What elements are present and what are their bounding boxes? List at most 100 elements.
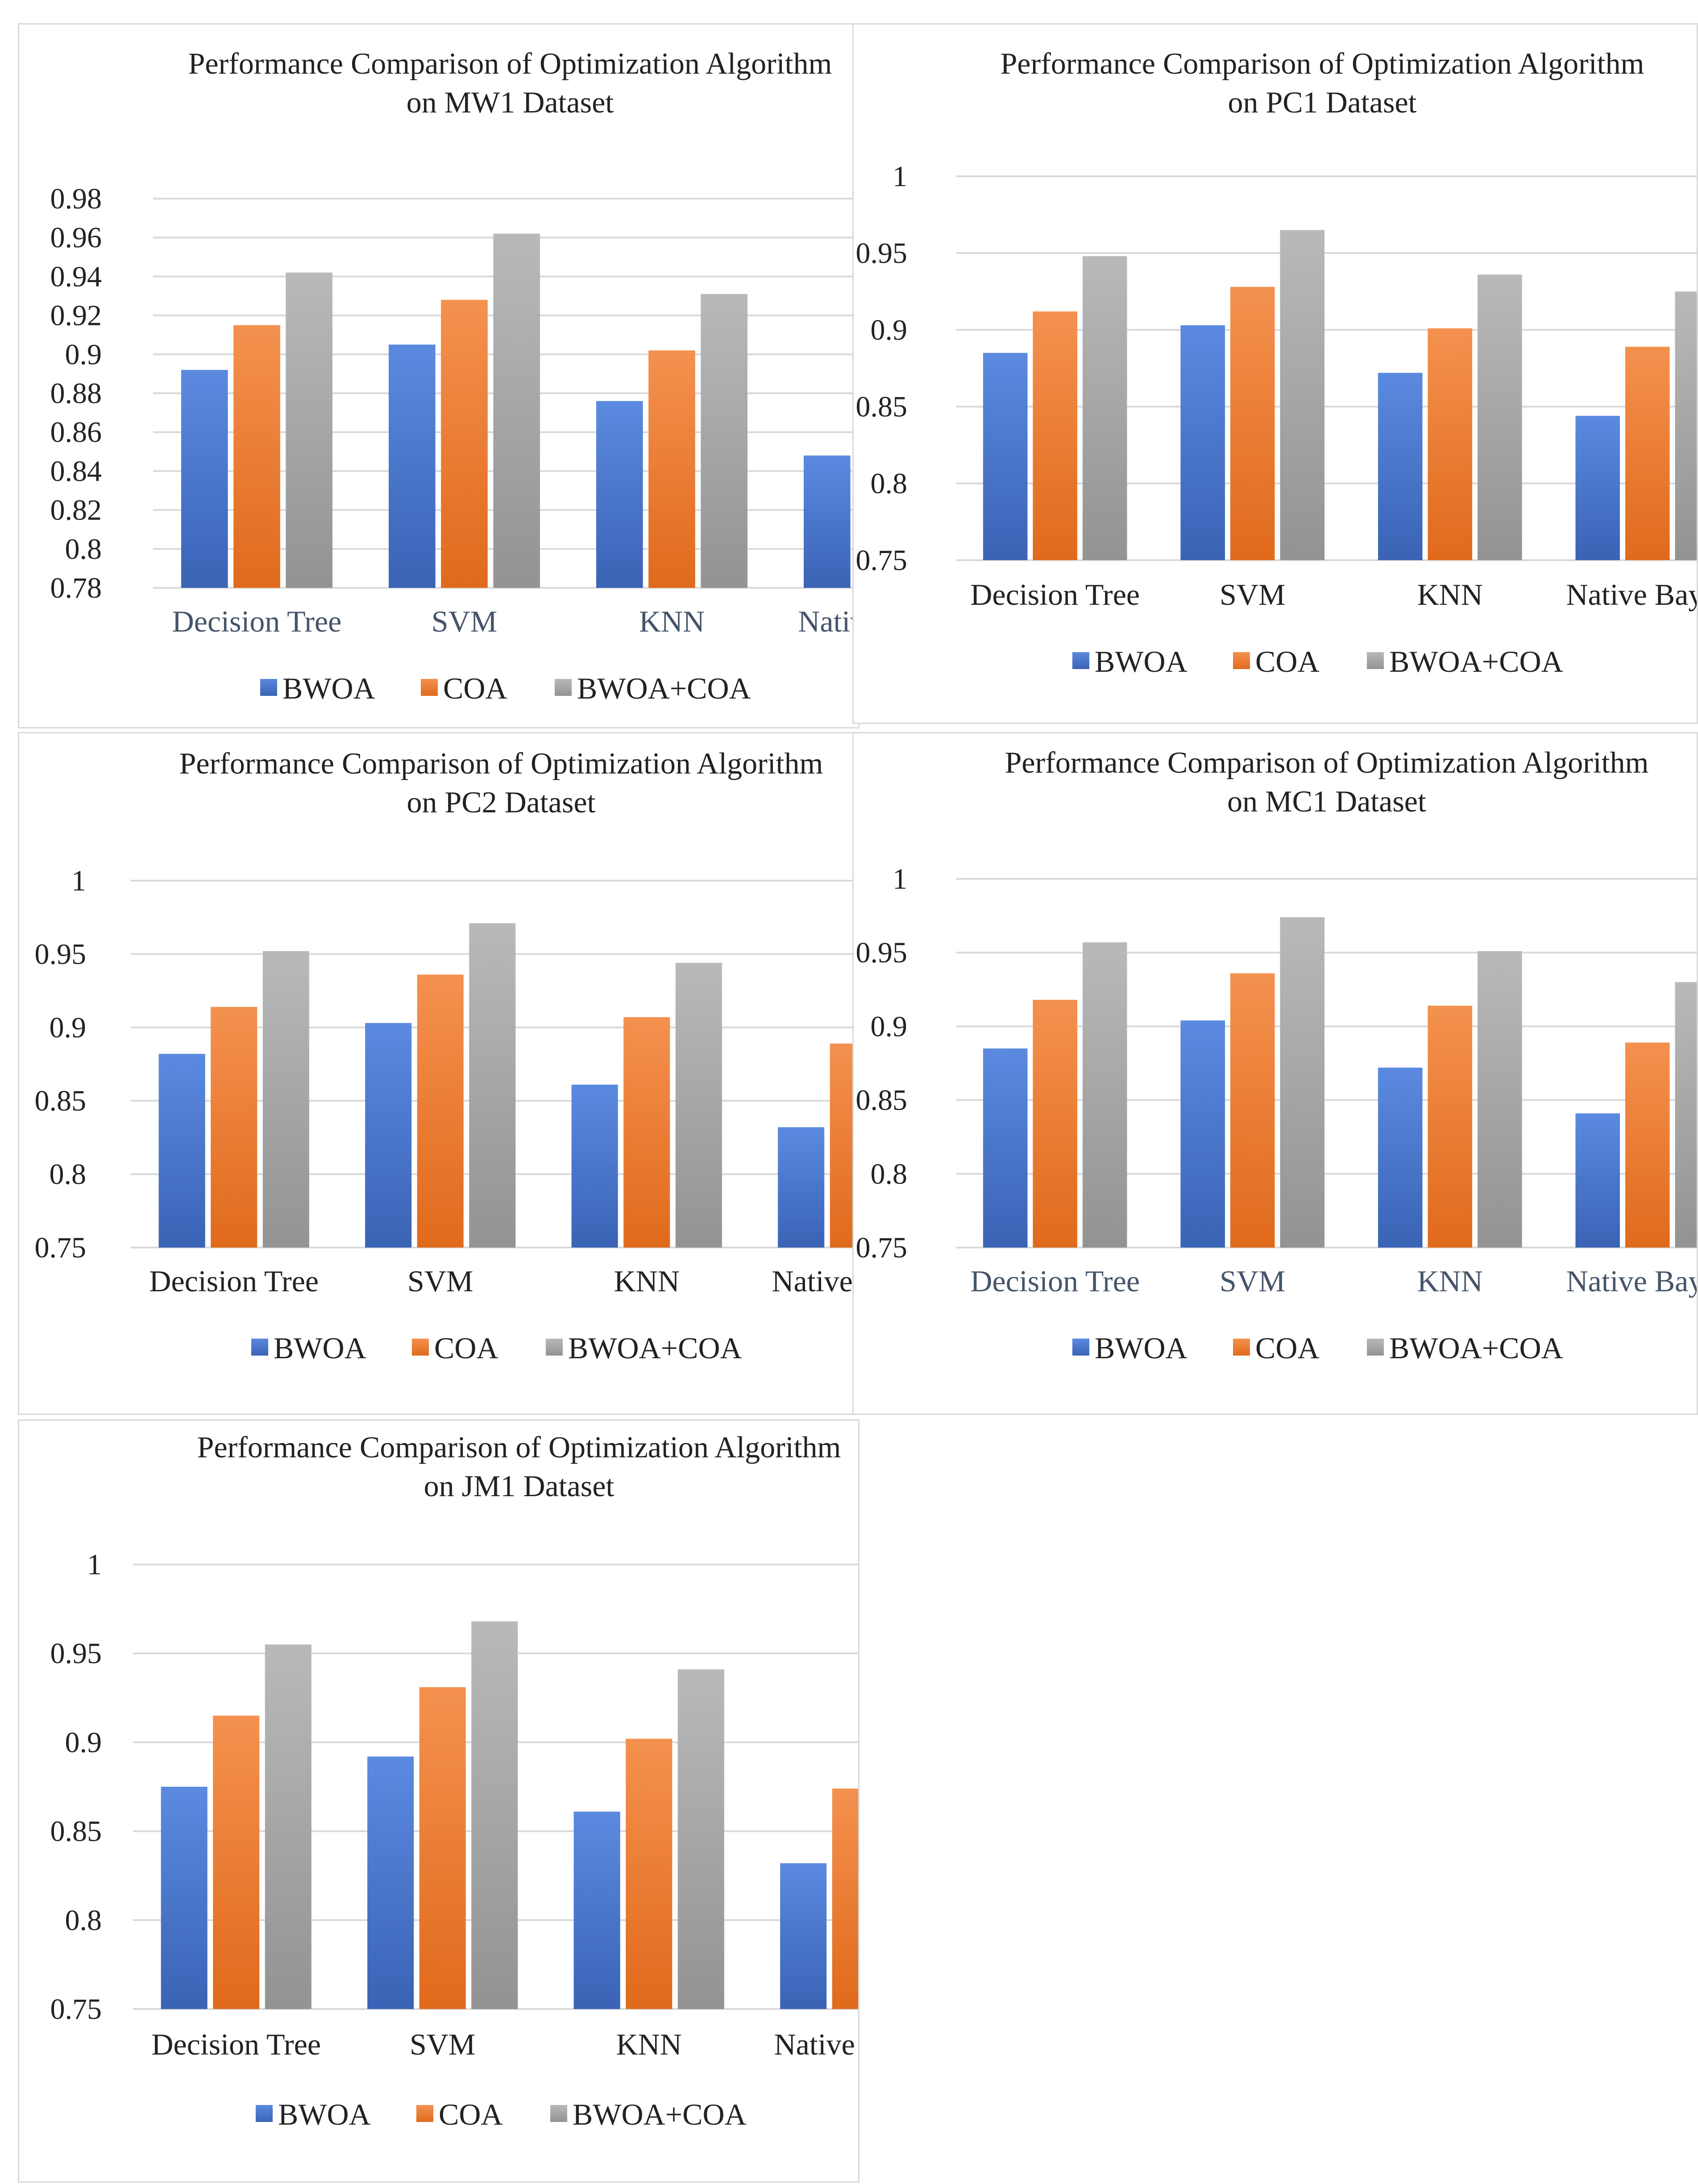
legend-swatch-coa	[1233, 652, 1250, 669]
bar-bwoa-coa-knn	[1477, 951, 1522, 1248]
bar-bwoa-native-bayes	[778, 1127, 825, 1248]
x-category-label: KNN	[614, 1264, 680, 1298]
bar-coa-decision-tree	[1033, 999, 1078, 1248]
x-category-label: KNN	[639, 604, 705, 638]
bar-bwoa-svm	[365, 1023, 412, 1248]
y-tick-label: 1	[71, 865, 86, 897]
legend-label-coa: COA	[1255, 645, 1320, 678]
legend-label-bwoa: BWOA	[282, 671, 375, 705]
y-tick-label: 0.86	[50, 416, 102, 449]
bar-bwoa-coa-decision-tree	[265, 1644, 311, 2009]
bar-bwoa-knn	[1378, 1067, 1423, 1248]
chart-svg-pc2: Performance Comparison of Optimization A…	[35, 746, 858, 1365]
chart-title-line2: on MC1 Dataset	[1227, 784, 1426, 818]
bar-bwoa-coa-svm	[1280, 230, 1325, 560]
x-category-label: Native Bayes	[798, 604, 859, 638]
bar-bwoa-knn	[571, 1085, 618, 1248]
bar-coa-native-bayes	[1625, 346, 1670, 560]
legend-label-coa: COA	[1255, 1331, 1320, 1365]
chart-svg-mc1: Performance Comparison of Optimization A…	[856, 745, 1697, 1365]
bar-bwoa-decision-tree	[161, 1787, 208, 2009]
bar-coa-svm	[441, 300, 488, 588]
legend-swatch-coa	[1233, 1339, 1250, 1356]
bar-bwoa-coa-decision-tree	[1082, 942, 1127, 1248]
chart-title-line2: on PC1 Dataset	[1228, 85, 1416, 119]
legend-swatch-bwoa	[1072, 652, 1089, 669]
y-tick-label: 0.85	[856, 391, 908, 423]
bar-bwoa-knn	[573, 1811, 620, 2009]
legend-swatch-bwoa-coa	[550, 2105, 567, 2122]
bar-bwoa-decision-tree	[158, 1053, 205, 1248]
y-tick-label: 0.92	[50, 300, 102, 332]
bar-bwoa-native-bayes	[1575, 1113, 1620, 1248]
legend-label-bwoa: BWOA	[274, 1331, 366, 1365]
legend-swatch-bwoa	[256, 2105, 273, 2122]
chart-panel-mw1: Performance Comparison of Optimization A…	[18, 23, 859, 728]
bar-bwoa-native-bayes	[804, 455, 851, 588]
bar-bwoa-coa-knn	[677, 1669, 724, 2009]
y-tick-label: 0.98	[50, 183, 102, 215]
x-category-label: Decision Tree	[172, 604, 342, 638]
bar-bwoa-coa-native-bayes	[1675, 982, 1697, 1248]
y-tick-label: 0.8	[65, 533, 102, 566]
bar-bwoa-coa-decision-tree	[286, 272, 332, 588]
bar-coa-svm	[1230, 287, 1275, 560]
bar-coa-knn	[1428, 328, 1473, 560]
y-tick-label: 0.75	[856, 544, 908, 577]
y-tick-label: 0.8	[871, 1158, 908, 1190]
y-tick-label: 0.88	[50, 377, 102, 410]
y-tick-label: 0.8	[50, 1158, 87, 1191]
bar-coa-knn	[623, 1017, 670, 1248]
y-tick-label: 1	[87, 1548, 102, 1581]
legend-label-coa: COA	[434, 1331, 498, 1365]
y-tick-label: 0.85	[856, 1084, 908, 1117]
chart-title-line1: Performance Comparison of Optimization A…	[188, 46, 832, 80]
bar-coa-svm	[419, 1687, 466, 2009]
legend-swatch-bwoa	[251, 1339, 268, 1356]
chart-title-line2: on JM1 Dataset	[424, 1469, 614, 1503]
legend-label-bwoa: BWOA	[1095, 645, 1187, 678]
bar-bwoa-coa-knn	[701, 294, 747, 588]
bar-bwoa-coa-svm	[493, 233, 540, 588]
chart-title-line1: Performance Comparison of Optimization A…	[197, 1430, 841, 1464]
legend-label-bwoa-coa: BWOA+COA	[577, 671, 751, 705]
legend-swatch-bwoa-coa	[1367, 1339, 1384, 1356]
bar-coa-knn	[626, 1739, 673, 2009]
x-category-label: KNN	[1417, 578, 1483, 612]
y-tick-label: 0.9	[50, 1011, 87, 1044]
bar-bwoa-coa-decision-tree	[262, 951, 309, 1248]
x-category-label: Decision Tree	[149, 1264, 319, 1298]
y-tick-label: 0.75	[50, 1993, 102, 2026]
legend-label-bwoa-coa: BWOA+COA	[1389, 645, 1563, 678]
chart-panel-mc1: Performance Comparison of Optimization A…	[852, 732, 1698, 1415]
bar-bwoa-coa-knn	[1477, 275, 1522, 560]
x-category-label: KNN	[616, 2027, 682, 2061]
y-tick-label: 0.9	[871, 314, 908, 346]
bar-bwoa-coa-svm	[1280, 917, 1325, 1248]
x-category-label: Decision Tree	[970, 1264, 1140, 1298]
y-tick-label: 0.75	[35, 1231, 87, 1264]
y-tick-label: 0.94	[50, 260, 102, 293]
bar-bwoa-coa-decision-tree	[1082, 256, 1127, 560]
y-tick-label: 0.95	[50, 1637, 102, 1670]
y-tick-label: 0.75	[856, 1231, 908, 1264]
x-category-label: Native Bayes	[774, 2027, 859, 2061]
bar-coa-decision-tree	[1033, 311, 1078, 560]
bar-bwoa-coa-native-bayes	[1675, 291, 1697, 560]
bar-bwoa-svm	[1180, 1020, 1225, 1248]
y-tick-label: 0.85	[35, 1085, 87, 1117]
y-tick-label: 0.96	[50, 221, 102, 254]
y-tick-label: 0.78	[50, 572, 102, 604]
bar-bwoa-knn	[1378, 373, 1423, 560]
bar-bwoa-decision-tree	[983, 353, 1028, 560]
y-tick-label: 0.85	[50, 1815, 102, 1848]
legend-label-bwoa: BWOA	[278, 2097, 371, 2131]
chart-title-line1: Performance Comparison of Optimization A…	[1005, 745, 1649, 779]
bar-coa-knn	[648, 350, 695, 588]
x-category-label: SVM	[407, 1264, 473, 1298]
bar-bwoa-native-bayes	[1575, 416, 1620, 560]
legend-swatch-bwoa	[260, 679, 277, 696]
y-tick-label: 0.8	[871, 467, 908, 500]
y-tick-label: 0.84	[50, 455, 102, 487]
y-tick-label: 0.95	[856, 237, 908, 270]
